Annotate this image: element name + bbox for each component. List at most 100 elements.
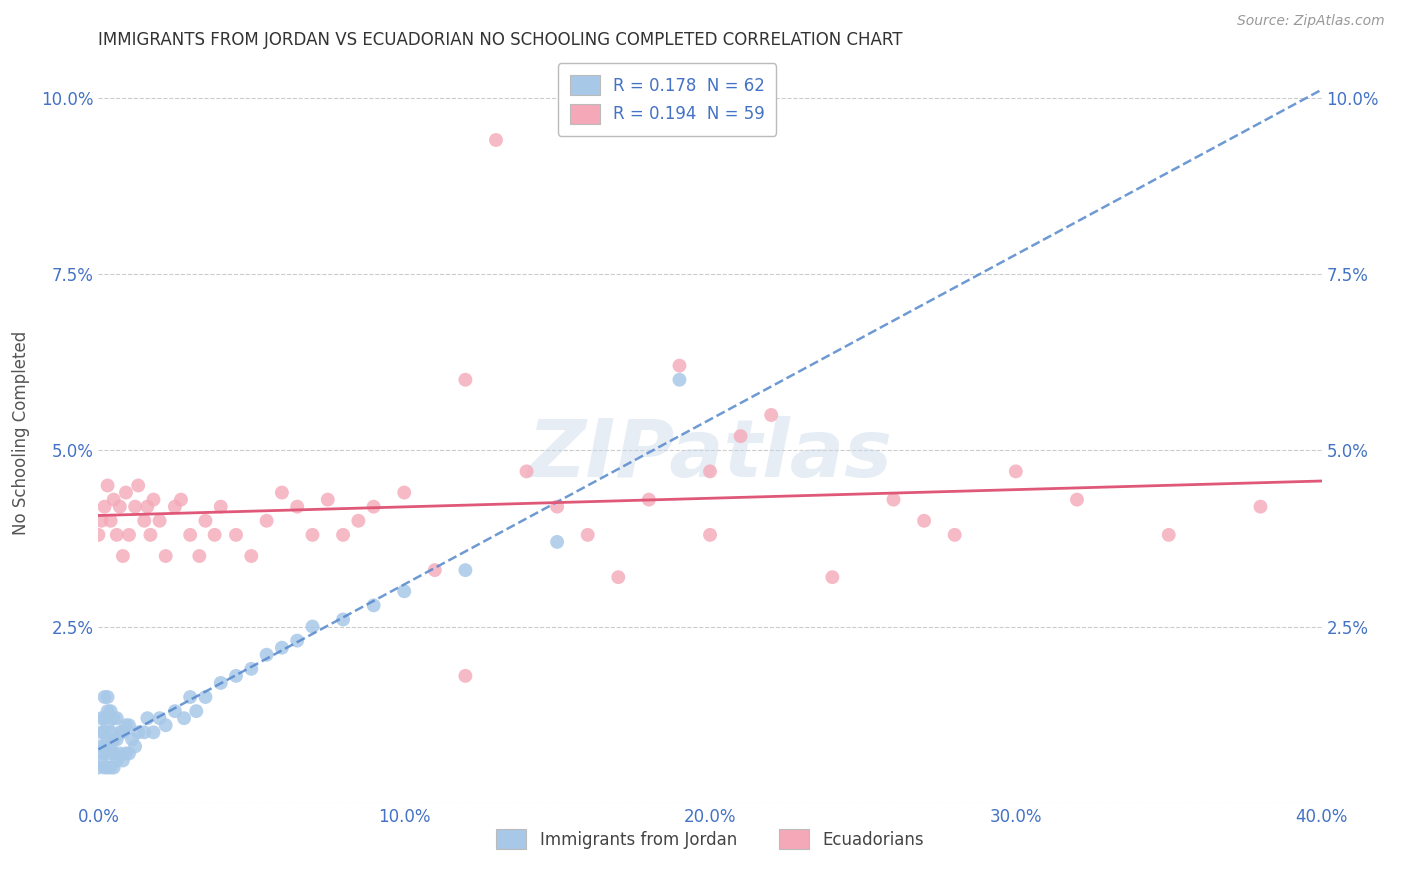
Point [186, 704, 208, 718]
Point [347, 514, 370, 528]
Point [516, 464, 538, 478]
Point [668, 373, 690, 387]
Point [316, 492, 339, 507]
Point [105, 528, 128, 542]
Point [155, 549, 177, 563]
Point [301, 619, 323, 633]
Point [363, 599, 385, 613]
Point [105, 754, 128, 768]
Point [115, 747, 138, 761]
Point [188, 549, 211, 563]
Point [759, 408, 782, 422]
Point [883, 492, 905, 507]
Point [111, 725, 134, 739]
Point [730, 429, 752, 443]
Point [668, 359, 690, 373]
Point [90, 514, 112, 528]
Point [97, 704, 120, 718]
Point [423, 563, 446, 577]
Point [204, 528, 226, 542]
Point [90, 725, 112, 739]
Point [332, 528, 354, 542]
Point [134, 725, 156, 739]
Point [363, 500, 385, 514]
Point [240, 549, 263, 563]
Point [90, 711, 112, 725]
Point [97, 732, 120, 747]
Point [103, 732, 125, 747]
Point [943, 528, 966, 542]
Point [454, 563, 477, 577]
Point [170, 492, 193, 507]
Point [912, 514, 935, 528]
Point [392, 584, 416, 599]
Y-axis label: No Schooling Completed: No Schooling Completed [11, 331, 30, 534]
Point [121, 732, 143, 747]
Point [90, 754, 112, 768]
Point [270, 485, 292, 500]
Point [454, 373, 477, 387]
Point [93, 760, 115, 774]
Point [285, 500, 308, 514]
Point [194, 690, 217, 704]
Text: Source: ZipAtlas.com: Source: ZipAtlas.com [1237, 14, 1385, 28]
Point [93, 725, 115, 739]
Point [103, 760, 125, 774]
Point [108, 747, 131, 761]
Point [546, 500, 568, 514]
Point [149, 514, 172, 528]
Point [105, 711, 128, 725]
Point [136, 711, 159, 725]
Point [87, 760, 110, 774]
Point [111, 549, 134, 563]
Point [139, 528, 162, 542]
Point [1066, 492, 1088, 507]
Point [100, 760, 122, 774]
Point [607, 570, 630, 584]
Point [240, 662, 263, 676]
Point [225, 669, 247, 683]
Point [97, 478, 120, 492]
Point [637, 492, 661, 507]
Point [194, 514, 217, 528]
Point [124, 500, 146, 514]
Point [821, 570, 844, 584]
Point [179, 528, 201, 542]
Point [87, 528, 110, 542]
Point [111, 754, 134, 768]
Point [142, 492, 165, 507]
Point [103, 747, 125, 761]
Text: IMMIGRANTS FROM JORDAN VS ECUADORIAN NO SCHOOLING COMPLETED CORRELATION CHART: IMMIGRANTS FROM JORDAN VS ECUADORIAN NO … [98, 31, 903, 49]
Point [699, 464, 721, 478]
Point [149, 711, 172, 725]
Point [392, 485, 416, 500]
Point [100, 725, 122, 739]
Point [332, 612, 354, 626]
Point [100, 704, 122, 718]
Point [163, 500, 186, 514]
Point [97, 718, 120, 732]
Point [100, 739, 122, 754]
Point [108, 725, 131, 739]
Point [103, 492, 125, 507]
Point [256, 514, 278, 528]
Point [576, 528, 599, 542]
Point [1249, 500, 1271, 514]
Point [270, 640, 292, 655]
Point [115, 718, 138, 732]
Point [115, 485, 138, 500]
Point [209, 500, 232, 514]
Point [105, 732, 128, 747]
Point [256, 648, 278, 662]
Point [134, 514, 156, 528]
Point [1004, 464, 1026, 478]
Point [179, 690, 201, 704]
Point [485, 133, 508, 147]
Point [124, 739, 146, 754]
Point [103, 711, 125, 725]
Point [136, 500, 159, 514]
Point [93, 690, 115, 704]
Point [285, 633, 308, 648]
Point [91, 747, 114, 761]
Point [127, 478, 149, 492]
